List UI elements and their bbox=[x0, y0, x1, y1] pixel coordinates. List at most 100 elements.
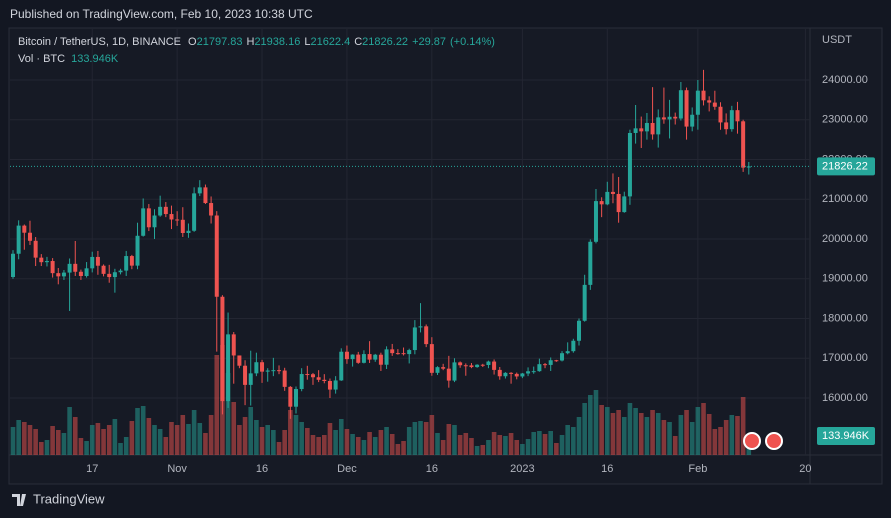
candle-body bbox=[401, 353, 406, 355]
candle-body bbox=[565, 351, 570, 354]
volume-bar bbox=[10, 427, 16, 455]
volume-bar bbox=[582, 403, 587, 455]
candle-body bbox=[475, 364, 480, 368]
candle-body bbox=[616, 193, 621, 213]
brand: TradingView bbox=[33, 491, 105, 506]
volume-bar bbox=[684, 410, 689, 455]
candle-body bbox=[701, 90, 706, 101]
candle-body bbox=[124, 256, 129, 271]
volume-bar bbox=[67, 407, 72, 455]
last-price-label: 21826.22 bbox=[822, 160, 868, 172]
volume-bar bbox=[299, 422, 304, 455]
volume-bar bbox=[706, 414, 712, 455]
y-tick-label: 23000.00 bbox=[822, 114, 868, 126]
candle-body bbox=[429, 344, 434, 373]
currency: USDT bbox=[822, 34, 852, 46]
candle-body bbox=[378, 354, 383, 365]
candle-body bbox=[458, 362, 463, 366]
volume-bar bbox=[180, 415, 186, 455]
volume-bar bbox=[621, 417, 627, 455]
volume-bar bbox=[305, 428, 310, 455]
volume-bar bbox=[237, 425, 242, 455]
volume-bar bbox=[469, 438, 474, 455]
candle-body bbox=[226, 334, 231, 402]
candle-body bbox=[588, 241, 593, 285]
candle-body bbox=[288, 386, 293, 407]
candle-body bbox=[661, 117, 666, 120]
volume-bar bbox=[265, 425, 270, 455]
candle-body bbox=[84, 268, 89, 277]
candle-body bbox=[61, 272, 66, 277]
candle-body bbox=[537, 364, 542, 372]
candle-body bbox=[220, 296, 225, 402]
volume-bar bbox=[248, 407, 254, 455]
volume-bar bbox=[401, 441, 406, 455]
y-tick-label: 24000.00 bbox=[822, 74, 868, 86]
candle-body bbox=[333, 380, 338, 390]
candle-body bbox=[469, 365, 474, 368]
volume-bar bbox=[288, 410, 293, 455]
candle-body bbox=[186, 230, 191, 233]
volume-bar bbox=[135, 408, 140, 455]
volume-bar bbox=[327, 423, 333, 455]
candle-body bbox=[593, 201, 598, 242]
candle-body bbox=[424, 326, 429, 345]
volume-bar bbox=[271, 430, 276, 455]
candle-body bbox=[656, 117, 661, 135]
volume-bar bbox=[384, 427, 389, 455]
volume-bar bbox=[44, 440, 50, 455]
candle-body bbox=[577, 320, 581, 341]
candle-body bbox=[441, 367, 446, 369]
candle-body bbox=[350, 354, 355, 360]
candle-body bbox=[39, 257, 44, 263]
y-tick-label: 20000.00 bbox=[822, 233, 868, 245]
volume-bar bbox=[197, 423, 203, 455]
volume-title: Vol · BTC bbox=[18, 53, 65, 65]
candle-body bbox=[644, 122, 649, 132]
x-tick-label: Dec bbox=[337, 463, 357, 475]
candle-body bbox=[197, 187, 202, 194]
candle-body bbox=[599, 201, 604, 205]
volume-bar bbox=[588, 395, 593, 455]
candle-body bbox=[452, 362, 457, 381]
candle-body bbox=[243, 365, 248, 385]
volume-bar bbox=[355, 437, 361, 455]
volume-bar bbox=[616, 410, 621, 455]
volume-bar bbox=[367, 432, 372, 455]
candle-body bbox=[271, 370, 276, 372]
volume-bar bbox=[22, 422, 27, 455]
volume-axis-label: 133.946K bbox=[822, 430, 870, 442]
candle-body bbox=[582, 284, 587, 321]
x-tick-label: 17 bbox=[86, 463, 98, 475]
volume-bar bbox=[231, 402, 237, 455]
volume-bar bbox=[72, 417, 78, 455]
candle-body bbox=[175, 219, 180, 221]
candle-body bbox=[327, 380, 332, 390]
candle-body bbox=[384, 349, 389, 365]
candle-body bbox=[56, 273, 61, 277]
x-tick-label: 20 bbox=[799, 463, 811, 475]
candle-body bbox=[412, 327, 417, 351]
volume-bar bbox=[701, 403, 706, 455]
candle-body bbox=[107, 273, 112, 278]
volume-bar bbox=[503, 436, 508, 455]
event-flag[interactable] bbox=[743, 432, 761, 450]
volume-bar bbox=[723, 420, 729, 455]
volume-bar bbox=[440, 440, 446, 455]
candle-body bbox=[158, 206, 163, 216]
candle-body bbox=[650, 122, 655, 135]
volume-bar bbox=[333, 430, 338, 455]
candle-body bbox=[180, 219, 185, 233]
volume-bar bbox=[395, 444, 401, 455]
candle-body bbox=[639, 128, 644, 132]
volume-bar bbox=[152, 425, 157, 455]
volume-bar bbox=[157, 429, 163, 455]
candle-body bbox=[367, 354, 372, 360]
volume-bar bbox=[84, 441, 89, 455]
candle-body bbox=[571, 340, 576, 352]
event-flag[interactable] bbox=[765, 432, 783, 450]
candle-body bbox=[95, 256, 100, 266]
volume-bar bbox=[689, 422, 695, 455]
x-tick-label: Nov bbox=[167, 463, 187, 475]
candle-body bbox=[560, 353, 565, 361]
